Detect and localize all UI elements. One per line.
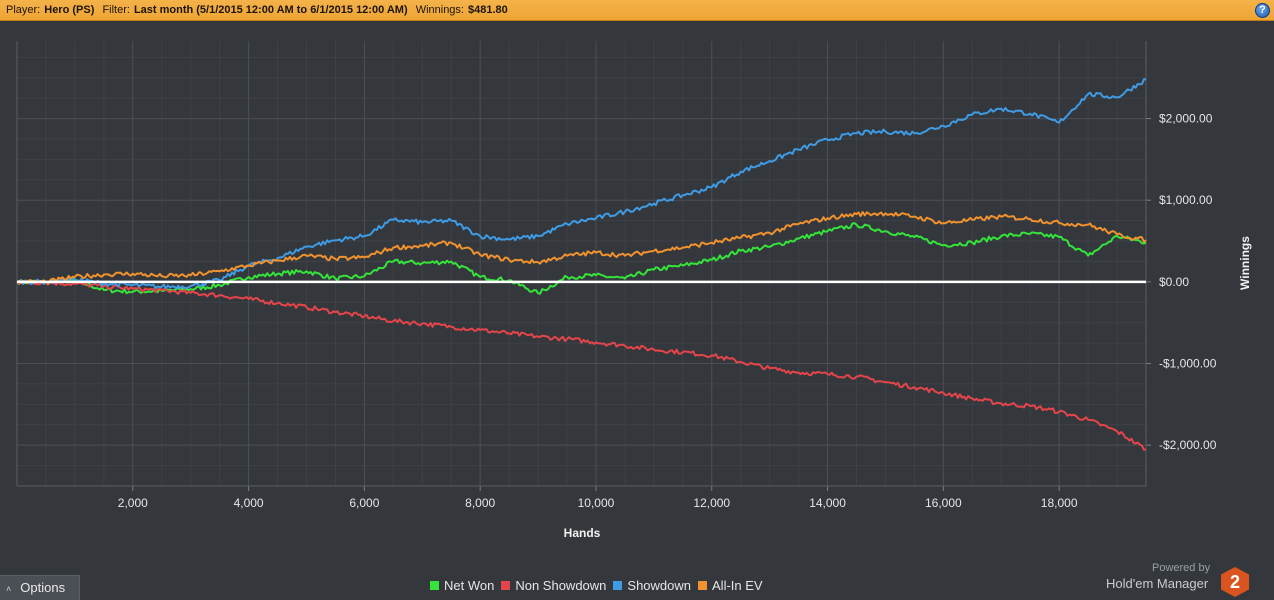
x-axis-title: Hands xyxy=(564,526,601,540)
x-tick-label: 6,000 xyxy=(349,496,379,510)
help-icon[interactable]: ? xyxy=(1255,3,1270,18)
filter-label: Filter: xyxy=(102,4,130,16)
series-line-all-in-ev xyxy=(16,211,1147,285)
y-tick-label: $1,000.00 xyxy=(1159,193,1213,207)
chart-series xyxy=(16,78,1147,451)
x-tick-label: 10,000 xyxy=(578,496,615,510)
series-line-non-showdown xyxy=(16,279,1147,451)
winnings-label: Winnings: xyxy=(415,4,464,16)
options-button[interactable]: ˄ Options xyxy=(0,575,80,600)
chart-axes: 2,000 4,000 6,000 8,000 10,000 12,000 14,000 16… xyxy=(16,41,1217,510)
chart-legend: Net Won Non Showdown Showdown All-In EV xyxy=(430,578,770,596)
player-label: Player: xyxy=(6,4,41,16)
y-tick-label: -$2,000.00 xyxy=(1159,438,1217,452)
expand-arrow-icon: ˄ xyxy=(6,584,12,594)
legend-label: Net Won xyxy=(444,578,495,593)
series-line-showdown xyxy=(16,78,1147,290)
powered-by-text: Powered by xyxy=(1152,562,1211,574)
filter-header-bar: Player: Hero (PS) Filter: Last month (5/1/… xyxy=(0,0,1274,21)
x-tick-label: 12,000 xyxy=(693,496,730,510)
filter-value: Last month (5/1/2015 12:00 AM to 6/1/201… xyxy=(133,4,408,16)
product-name: Hold'em Manager xyxy=(1106,576,1209,591)
legend-item-net-won[interactable]: Net Won xyxy=(430,578,494,593)
legend-item-non-showdown[interactable]: Non Showdown xyxy=(501,578,606,593)
y-tick-label: $0.00 xyxy=(1159,275,1189,289)
x-tick-label: 8,000 xyxy=(465,496,495,510)
legend-label: Showdown xyxy=(627,578,692,593)
series-line-net-won xyxy=(16,222,1147,295)
legend-label: All-In EV xyxy=(712,578,763,593)
x-tick-label: 2,000 xyxy=(118,496,148,510)
legend-item-showdown[interactable]: Showdown xyxy=(613,578,691,593)
winnings-value: $481.80 xyxy=(467,4,508,16)
legend-swatch xyxy=(430,581,439,590)
x-tick-label: 4,000 xyxy=(234,496,264,510)
x-tick-label: 14,000 xyxy=(809,496,846,510)
legend-swatch xyxy=(501,581,511,590)
legend-swatch xyxy=(698,581,708,590)
chart-grid xyxy=(17,41,1146,487)
y-axis-title: Winnings xyxy=(1238,236,1252,290)
y-tick-label: -$1,000.00 xyxy=(1159,357,1217,371)
legend-label: Non Showdown xyxy=(515,578,607,593)
x-tick-label: 16,000 xyxy=(925,496,962,510)
legend-swatch xyxy=(613,581,623,590)
x-tick-label: 18,000 xyxy=(1041,496,1078,510)
player-value: Hero (PS) xyxy=(44,4,95,16)
y-tick-label: $2,000.00 xyxy=(1159,112,1213,126)
options-label: Options xyxy=(20,580,66,595)
legend-item-all-in-ev[interactable]: All-In EV xyxy=(698,578,763,593)
